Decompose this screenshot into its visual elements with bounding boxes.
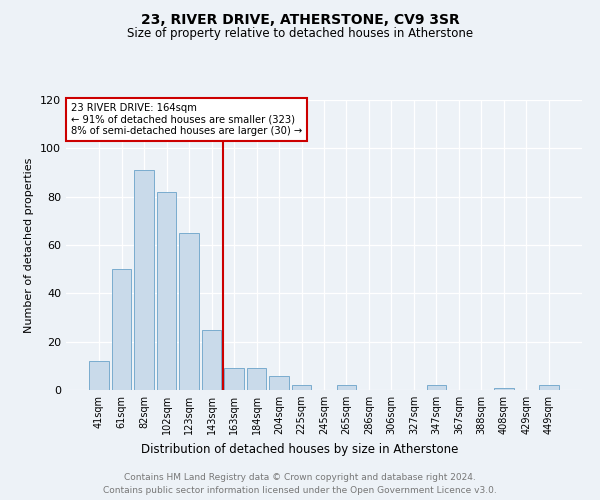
- Text: Distribution of detached houses by size in Atherstone: Distribution of detached houses by size …: [142, 442, 458, 456]
- Text: Contains HM Land Registry data © Crown copyright and database right 2024.: Contains HM Land Registry data © Crown c…: [124, 472, 476, 482]
- Bar: [292, 385, 311, 390]
- Bar: [112, 269, 131, 390]
- Bar: [539, 385, 559, 390]
- Text: 23 RIVER DRIVE: 164sqm
← 91% of detached houses are smaller (323)
8% of semi-det: 23 RIVER DRIVE: 164sqm ← 91% of detached…: [71, 103, 302, 136]
- Bar: [427, 385, 446, 390]
- Bar: [179, 233, 199, 390]
- Bar: [247, 368, 266, 390]
- Text: Contains public sector information licensed under the Open Government Licence v3: Contains public sector information licen…: [103, 486, 497, 495]
- Bar: [337, 385, 356, 390]
- Bar: [89, 361, 109, 390]
- Y-axis label: Number of detached properties: Number of detached properties: [25, 158, 34, 332]
- Text: Size of property relative to detached houses in Atherstone: Size of property relative to detached ho…: [127, 28, 473, 40]
- Bar: [202, 330, 221, 390]
- Text: 23, RIVER DRIVE, ATHERSTONE, CV9 3SR: 23, RIVER DRIVE, ATHERSTONE, CV9 3SR: [140, 12, 460, 26]
- Bar: [269, 376, 289, 390]
- Bar: [494, 388, 514, 390]
- Bar: [157, 192, 176, 390]
- Bar: [134, 170, 154, 390]
- Bar: [224, 368, 244, 390]
